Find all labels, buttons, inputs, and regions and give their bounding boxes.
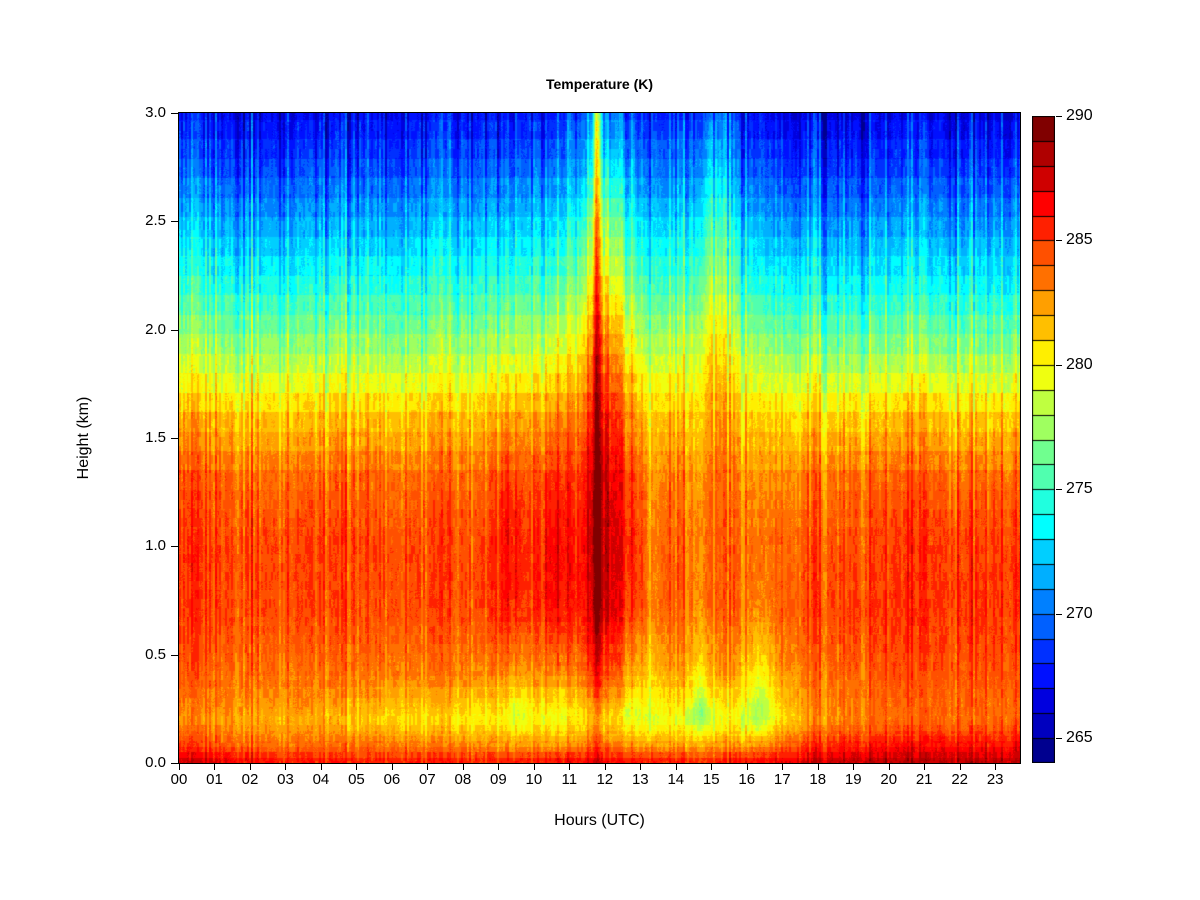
x-tick-label: 16 — [738, 771, 756, 788]
colorbar-tick-label: 280 — [1066, 355, 1093, 373]
y-tick — [171, 763, 178, 764]
x-tick — [179, 764, 180, 770]
colorbar-tick-label: 275 — [1066, 480, 1093, 498]
x-tick — [498, 764, 500, 770]
x-tick — [569, 764, 571, 770]
y-tick-label: 0.0 — [145, 754, 166, 771]
x-tick — [640, 764, 642, 770]
y-tick — [171, 113, 178, 114]
x-tick-label: 17 — [773, 771, 791, 788]
colorbar-tick-label: 270 — [1066, 604, 1093, 622]
x-tick — [711, 764, 713, 770]
y-tick — [171, 329, 178, 331]
colorbar — [1032, 116, 1055, 763]
x-tick — [533, 764, 535, 770]
x-tick — [604, 764, 606, 770]
x-tick-label: 21 — [915, 771, 933, 788]
y-tick-label: 2.5 — [145, 212, 166, 230]
chart-title: Temperature (K) — [545, 76, 654, 92]
x-tick — [817, 764, 819, 770]
x-tick-label: 18 — [809, 771, 827, 788]
x-tick-label: 12 — [596, 771, 614, 788]
colorbar-tick-label: 290 — [1066, 107, 1093, 124]
heatmap-canvas — [179, 113, 1020, 763]
x-tick-label: 02 — [241, 771, 259, 788]
colorbar-tick-label: 285 — [1066, 231, 1093, 249]
x-tick-label: 07 — [419, 771, 436, 788]
x-tick-label: 15 — [702, 771, 720, 788]
x-tick-label: 19 — [844, 771, 862, 788]
y-tick-label: 0.5 — [145, 645, 166, 663]
x-tick-label: 14 — [667, 771, 685, 788]
colorbar-tick — [1056, 240, 1062, 242]
y-tick — [171, 546, 178, 548]
colorbar-tick — [1056, 116, 1062, 117]
x-tick — [320, 764, 322, 770]
x-tick — [356, 764, 358, 770]
y-tick-label: 3.0 — [145, 104, 166, 121]
x-tick-label: 00 — [170, 771, 188, 788]
x-tick-label: 09 — [490, 771, 507, 788]
x-tick-label: 05 — [348, 771, 365, 788]
x-tick-label: 23 — [986, 771, 1004, 788]
x-tick-label: 22 — [951, 771, 969, 788]
x-tick — [782, 764, 784, 770]
x-tick-label: 20 — [880, 771, 898, 788]
y-tick-label: 1.5 — [145, 429, 166, 446]
x-tick — [675, 764, 677, 770]
colorbar-tick — [1056, 489, 1062, 491]
x-tick — [391, 764, 393, 770]
colorbar-tick-label: 265 — [1066, 729, 1093, 747]
x-tick-label: 04 — [312, 771, 330, 788]
y-tick — [171, 221, 178, 223]
x-tick-label: 06 — [383, 771, 401, 788]
x-tick — [746, 764, 748, 770]
colorbar-tick — [1056, 364, 1062, 366]
x-tick — [285, 764, 287, 770]
x-tick — [462, 764, 464, 770]
x-tick — [995, 764, 997, 770]
x-tick — [959, 764, 961, 770]
x-tick — [249, 764, 251, 770]
x-tick-label: 03 — [277, 771, 294, 788]
y-axis-label: Height (km) — [75, 396, 92, 480]
x-tick-label: 11 — [561, 771, 578, 788]
colorbar-tick — [1056, 738, 1062, 740]
plot-frame — [178, 112, 1021, 764]
x-tick — [888, 764, 890, 770]
y-tick-label: 1.0 — [145, 537, 166, 555]
x-tick — [853, 764, 855, 770]
x-tick-label: 01 — [206, 771, 223, 788]
x-axis-label: Hours (UTC) — [554, 812, 645, 829]
x-tick — [214, 764, 216, 770]
x-tick-label: 10 — [525, 771, 543, 788]
x-tick-label: 13 — [631, 771, 649, 788]
y-tick — [171, 438, 178, 439]
colorbar-tick — [1056, 613, 1062, 615]
y-tick-label: 2.0 — [145, 320, 166, 338]
x-tick — [427, 764, 429, 770]
x-tick-label: 08 — [454, 771, 472, 788]
x-tick — [924, 764, 926, 770]
y-tick — [171, 654, 178, 656]
